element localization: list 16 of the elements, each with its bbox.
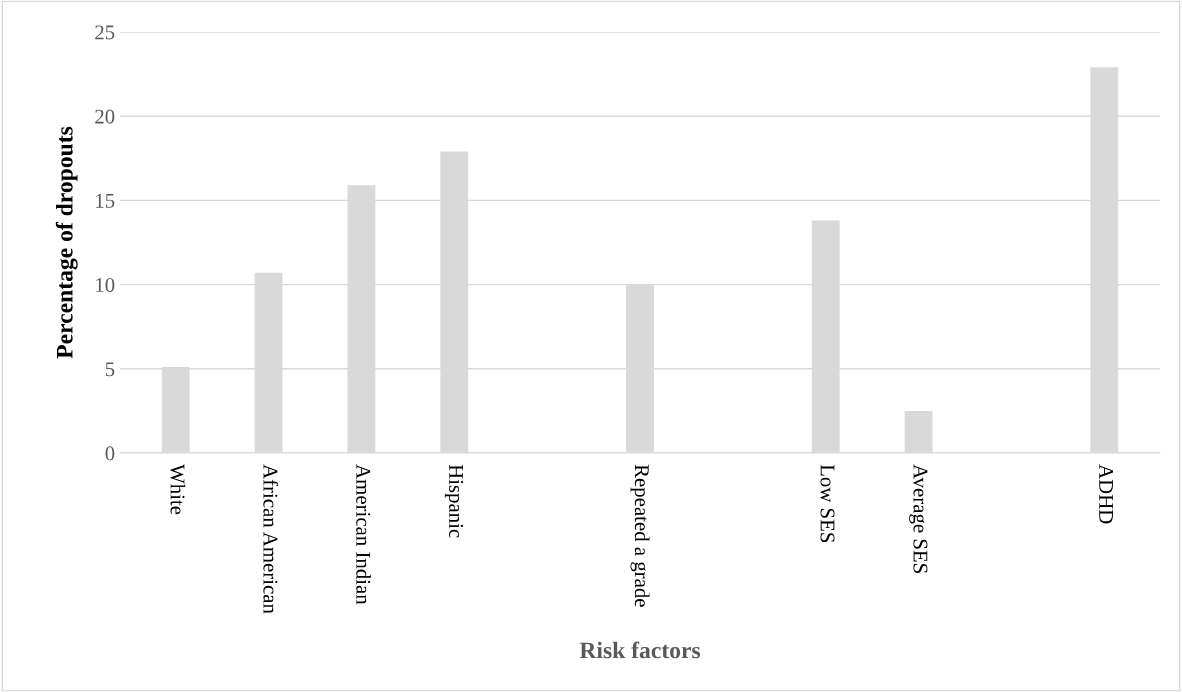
y-tick-label: 0 bbox=[105, 446, 115, 461]
y-axis-title: Percentage of dropouts bbox=[55, 126, 78, 359]
x-tick-label: Repeated a grade bbox=[630, 464, 650, 607]
x-axis-title: Risk factors bbox=[579, 641, 701, 659]
x-tick-label: White bbox=[170, 464, 186, 515]
x-tick-label: African American bbox=[263, 464, 279, 614]
y-tick-label: 15 bbox=[96, 193, 115, 208]
y-tick-label: 10 bbox=[96, 277, 115, 293]
x-tick-label: Low SES bbox=[820, 464, 835, 543]
y-tick-label: 20 bbox=[95, 109, 115, 124]
x-tick-label: American Indian bbox=[356, 464, 371, 605]
y-tick-label: 25 bbox=[95, 25, 115, 40]
y-tick-label: 5 bbox=[105, 362, 115, 377]
x-tick-label: Hispanic bbox=[444, 464, 464, 538]
x-tick-label: ADHD bbox=[1099, 464, 1114, 524]
x-tick-label: Average SES bbox=[909, 464, 928, 573]
